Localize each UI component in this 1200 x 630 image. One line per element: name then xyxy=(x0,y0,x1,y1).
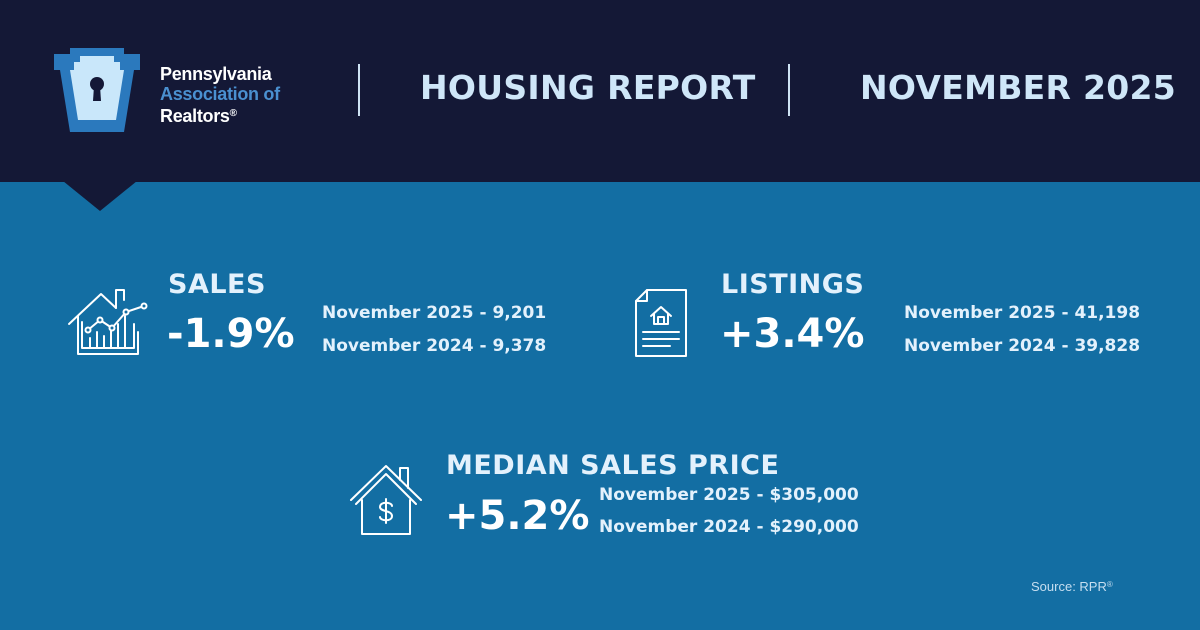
median-price-current: November 2025 - $305,000 xyxy=(599,485,859,505)
keystone-logo-icon xyxy=(54,48,140,132)
listings-current: November 2025 - 41,198 xyxy=(904,303,1141,323)
sales-title: SALES xyxy=(168,269,266,300)
registered-mark: ® xyxy=(1106,580,1113,589)
listings-change: +3.4% xyxy=(720,311,865,357)
median-price-title: MEDIAN SALES PRICE xyxy=(446,450,780,481)
logo-line-1: Pennsylvania xyxy=(160,64,272,84)
report-period: NOVEMBER 2025 xyxy=(860,68,1177,107)
sales-change: -1.9% xyxy=(167,311,295,357)
house-chart-icon xyxy=(68,289,148,355)
logo-line-3: Realtors® xyxy=(160,106,237,126)
house-dollar-icon xyxy=(350,465,422,535)
header-pointer xyxy=(63,181,137,211)
report-title: HOUSING REPORT xyxy=(420,68,756,107)
source-note: Source: RPR® xyxy=(1031,579,1113,594)
listings-previous: November 2024 - 39,828 xyxy=(904,336,1141,356)
sales-current: November 2025 - 9,201 xyxy=(322,303,547,323)
logo-line-2: Association of xyxy=(160,84,280,104)
header-divider xyxy=(358,64,360,116)
registered-mark: ® xyxy=(229,108,237,119)
logo-wordmark: Pennsylvania Association of Realtors® xyxy=(160,64,280,126)
listing-document-icon xyxy=(635,289,687,357)
header-bar xyxy=(0,0,1200,182)
sales-previous: November 2024 - 9,378 xyxy=(322,336,547,356)
median-price-previous: November 2024 - $290,000 xyxy=(599,517,859,537)
listings-title: LISTINGS xyxy=(721,269,865,300)
median-price-change: +5.2% xyxy=(445,493,590,539)
header-divider xyxy=(788,64,790,116)
